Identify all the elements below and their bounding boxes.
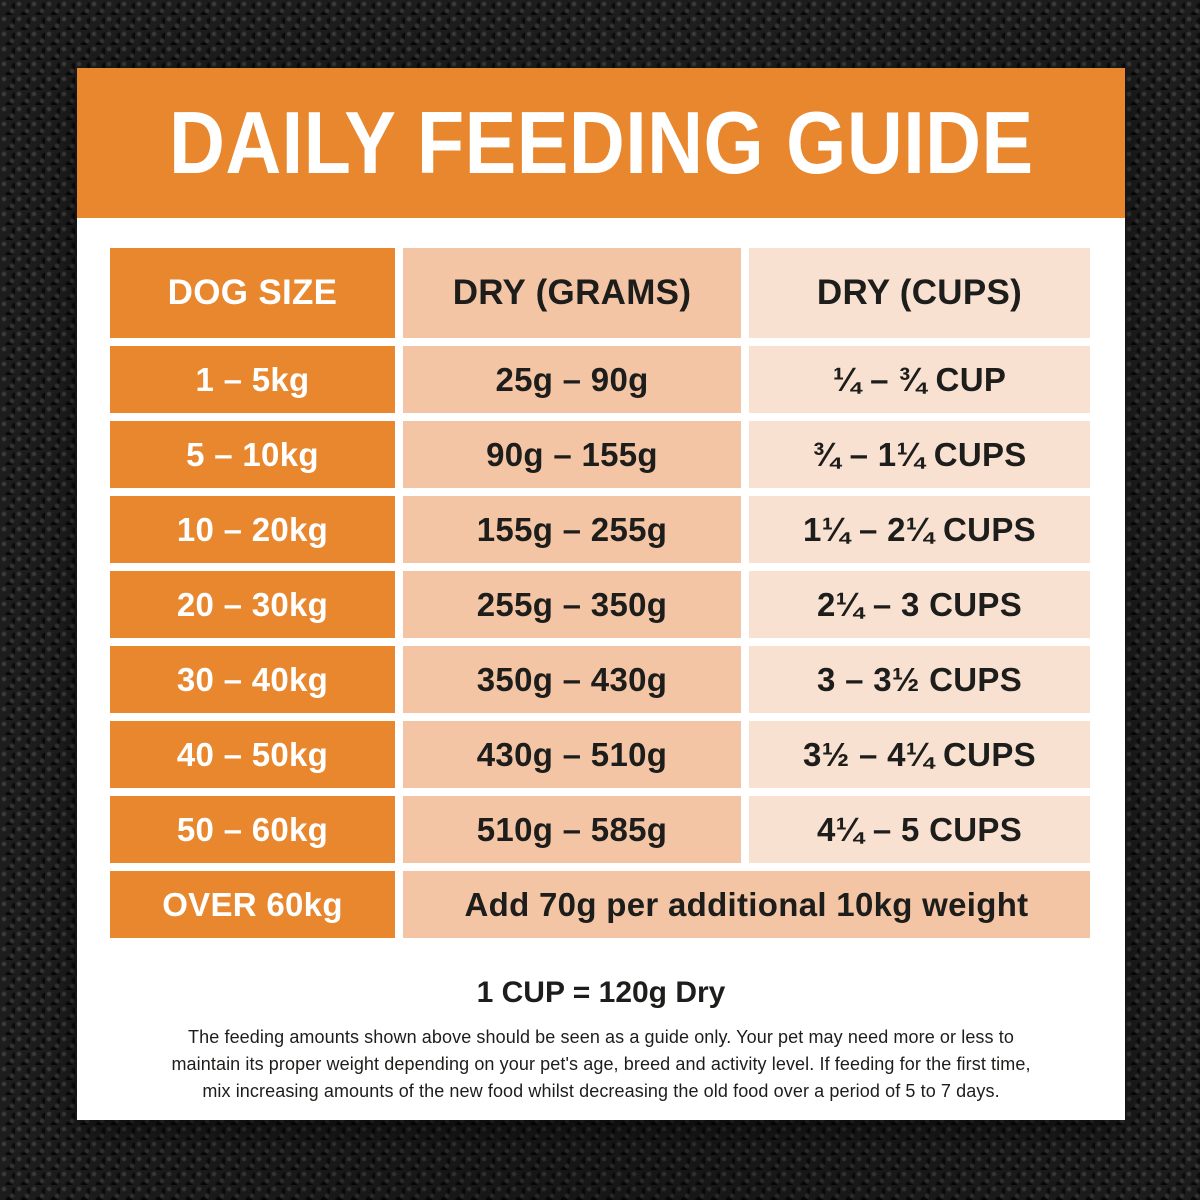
dog-size-cell: 20 – 30kg [110,571,395,638]
table-row-over-60kg: OVER 60kg Add 70g per additional 10kg wei… [110,871,1090,938]
page-title: DAILY FEEDING GUIDE [168,93,1034,192]
disclaimer-text: The feeding amounts shown above should b… [171,1027,1031,1101]
dry-grams-cell: 510g – 585g [403,796,741,863]
table-row: 10 – 20kg 155g – 255g 1¼ – 2¼ CUPS [110,496,1090,563]
cup-conversion-note: 1 CUP = 120g Dry [476,976,726,1009]
table-header-row: DOG SIZE DRY (GRAMS) DRY (CUPS) [110,248,1090,338]
table-row: 5 – 10kg 90g – 155g ¾ – 1¼ CUPS [110,421,1090,488]
column-header-dry-grams: DRY (GRAMS) [403,248,741,338]
dry-grams-cell: 255g – 350g [403,571,741,638]
table-row: 30 – 40kg 350g – 430g 3 – 3½ CUPS [110,646,1090,713]
merged-note-cell: Add 70g per additional 10kg weight [403,871,1090,938]
dry-cups-cell: 3 – 3½ CUPS [749,646,1090,713]
table-row: 20 – 30kg 255g – 350g 2¼ – 3 CUPS [110,571,1090,638]
dry-grams-cell: 90g – 155g [403,421,741,488]
table-row: 40 – 50kg 430g – 510g 3½ – 4¼ CUPS [110,721,1090,788]
dog-size-cell: 40 – 50kg [110,721,395,788]
dry-cups-cell: ¾ – 1¼ CUPS [749,421,1090,488]
column-header-dog-size: DOG SIZE [110,248,395,338]
dog-size-cell: 1 – 5kg [110,346,395,413]
title-banner: DAILY FEEDING GUIDE [77,68,1125,218]
dog-size-cell: OVER 60kg [110,871,395,938]
table-row: 1 – 5kg 25g – 90g ¼ – ¾ CUP [110,346,1090,413]
dry-cups-cell: 4¼ – 5 CUPS [749,796,1090,863]
dog-size-cell: 10 – 20kg [110,496,395,563]
dog-size-cell: 5 – 10kg [110,421,395,488]
dry-cups-cell: 2¼ – 3 CUPS [749,571,1090,638]
feeding-table: DOG SIZE DRY (GRAMS) DRY (CUPS) 1 – 5kg 2… [110,248,1090,938]
dog-size-cell: 30 – 40kg [110,646,395,713]
table-row: 50 – 60kg 510g – 585g 4¼ – 5 CUPS [110,796,1090,863]
dry-grams-cell: 25g – 90g [403,346,741,413]
column-header-dry-cups: DRY (CUPS) [749,248,1090,338]
dry-grams-cell: 155g – 255g [403,496,741,563]
dog-size-cell: 50 – 60kg [110,796,395,863]
dry-cups-cell: 3½ – 4¼ CUPS [749,721,1090,788]
dry-grams-cell: 350g – 430g [403,646,741,713]
dry-grams-cell: 430g – 510g [403,721,741,788]
dry-cups-cell: 1¼ – 2¼ CUPS [749,496,1090,563]
feeding-guide-card: DAILY FEEDING GUIDE DOG SIZE DRY (GRAMS)… [77,68,1125,1120]
feeding-table-rows: 1 – 5kg 25g – 90g ¼ – ¾ CUP 5 – 10kg 90g – 1… [110,346,1090,938]
dry-cups-cell: ¼ – ¾ CUP [749,346,1090,413]
